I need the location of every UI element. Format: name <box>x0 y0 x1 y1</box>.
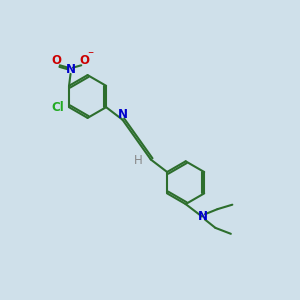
Text: O: O <box>80 54 90 67</box>
Text: ⁻: ⁻ <box>88 49 94 62</box>
Text: N: N <box>65 63 76 76</box>
Text: Cl: Cl <box>51 101 64 114</box>
Text: N: N <box>198 210 208 223</box>
Text: O: O <box>51 54 61 67</box>
Text: N: N <box>118 108 128 121</box>
Text: H: H <box>134 154 142 167</box>
